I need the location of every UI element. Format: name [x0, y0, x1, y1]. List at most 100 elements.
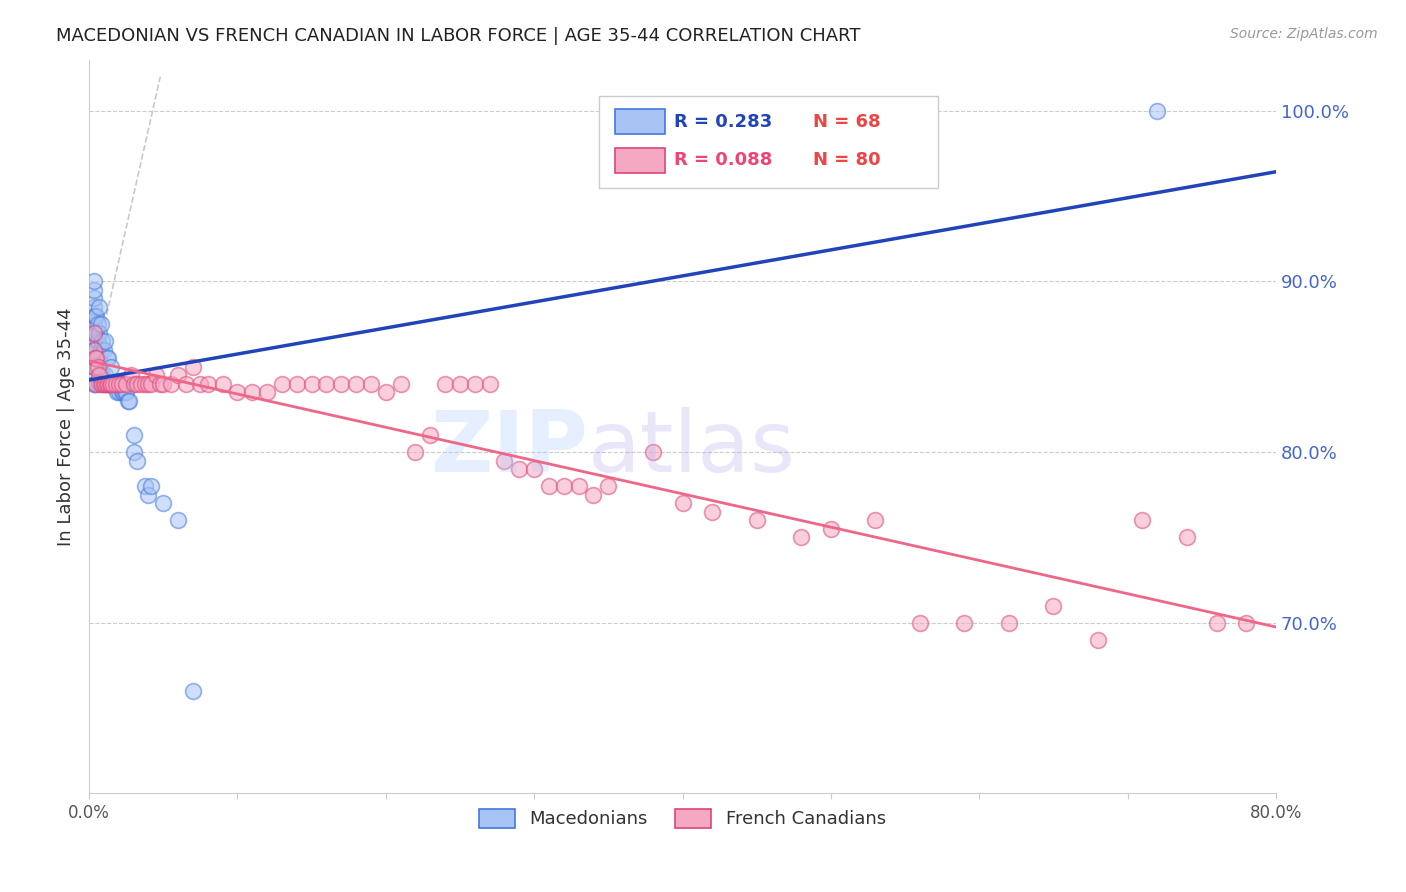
Point: [641, 445, 664, 459]
Point: [105, 385, 128, 400]
Point: [111, 376, 134, 391]
FancyBboxPatch shape: [614, 148, 665, 172]
Point: [141, 479, 163, 493]
Point: [449, 376, 471, 391]
Point: [84, 376, 107, 391]
Text: N = 80: N = 80: [813, 151, 880, 169]
Point: [87, 351, 110, 366]
Point: [83, 326, 105, 340]
Point: [745, 513, 768, 527]
Point: [174, 376, 197, 391]
Point: [103, 376, 125, 391]
Point: [94, 368, 117, 383]
Point: [330, 376, 353, 391]
Point: [83, 359, 105, 374]
Point: [83, 326, 105, 340]
Point: [537, 479, 560, 493]
Point: [112, 385, 135, 400]
Point: [83, 351, 105, 366]
Point: [344, 376, 367, 391]
Point: [87, 317, 110, 331]
Point: [125, 453, 148, 467]
Point: [84, 326, 107, 340]
Text: atlas: atlas: [588, 407, 796, 490]
Text: N = 68: N = 68: [813, 113, 880, 131]
Point: [494, 453, 516, 467]
Point: [1205, 615, 1227, 630]
Point: [118, 393, 141, 408]
Point: [111, 376, 134, 391]
Point: [90, 368, 112, 383]
Point: [129, 376, 152, 391]
Text: R = 0.283: R = 0.283: [675, 113, 772, 131]
Point: [93, 343, 115, 357]
Point: [702, 505, 724, 519]
Point: [97, 351, 120, 366]
Point: [83, 309, 105, 323]
Point: [90, 343, 112, 357]
Point: [96, 351, 118, 366]
Point: [256, 385, 278, 400]
Point: [1146, 103, 1168, 118]
Point: [84, 343, 107, 357]
Point: [820, 522, 842, 536]
Point: [98, 376, 121, 391]
Point: [86, 326, 108, 340]
Point: [83, 275, 105, 289]
Point: [315, 376, 337, 391]
Point: [100, 359, 122, 374]
Point: [908, 615, 931, 630]
FancyBboxPatch shape: [614, 110, 665, 135]
Point: [508, 462, 530, 476]
Point: [89, 326, 111, 340]
Point: [211, 376, 233, 391]
Point: [167, 513, 190, 527]
Point: [83, 300, 105, 314]
Point: [104, 376, 127, 391]
Point: [134, 376, 156, 391]
Point: [83, 343, 105, 357]
Point: [100, 376, 122, 391]
Point: [122, 428, 145, 442]
Point: [89, 368, 111, 383]
Point: [145, 368, 167, 383]
Point: [120, 368, 142, 383]
Point: [83, 283, 105, 297]
Point: [141, 376, 163, 391]
Point: [91, 334, 114, 348]
Point: [464, 376, 486, 391]
Point: [998, 615, 1021, 630]
Point: [271, 376, 294, 391]
Point: [86, 309, 108, 323]
Point: [117, 393, 139, 408]
Point: [89, 300, 111, 314]
Point: [96, 376, 118, 391]
Point: [115, 376, 138, 391]
Point: [226, 385, 249, 400]
Point: [93, 376, 115, 391]
Point: [598, 479, 620, 493]
Point: [865, 513, 887, 527]
Point: [107, 376, 129, 391]
Point: [285, 376, 308, 391]
Point: [83, 317, 105, 331]
Point: [159, 376, 181, 391]
Point: [110, 376, 132, 391]
Point: [523, 462, 546, 476]
Point: [94, 376, 117, 391]
Point: [134, 479, 156, 493]
Point: [84, 309, 107, 323]
Point: [553, 479, 575, 493]
Point: [1175, 530, 1198, 544]
Point: [125, 376, 148, 391]
Point: [98, 376, 121, 391]
Point: [97, 376, 120, 391]
Point: [122, 376, 145, 391]
Point: [478, 376, 501, 391]
Point: [86, 351, 108, 366]
Point: [97, 376, 120, 391]
Point: [89, 376, 111, 391]
Legend: Macedonians, French Canadians: Macedonians, French Canadians: [472, 802, 893, 836]
Point: [91, 376, 114, 391]
FancyBboxPatch shape: [599, 96, 938, 188]
